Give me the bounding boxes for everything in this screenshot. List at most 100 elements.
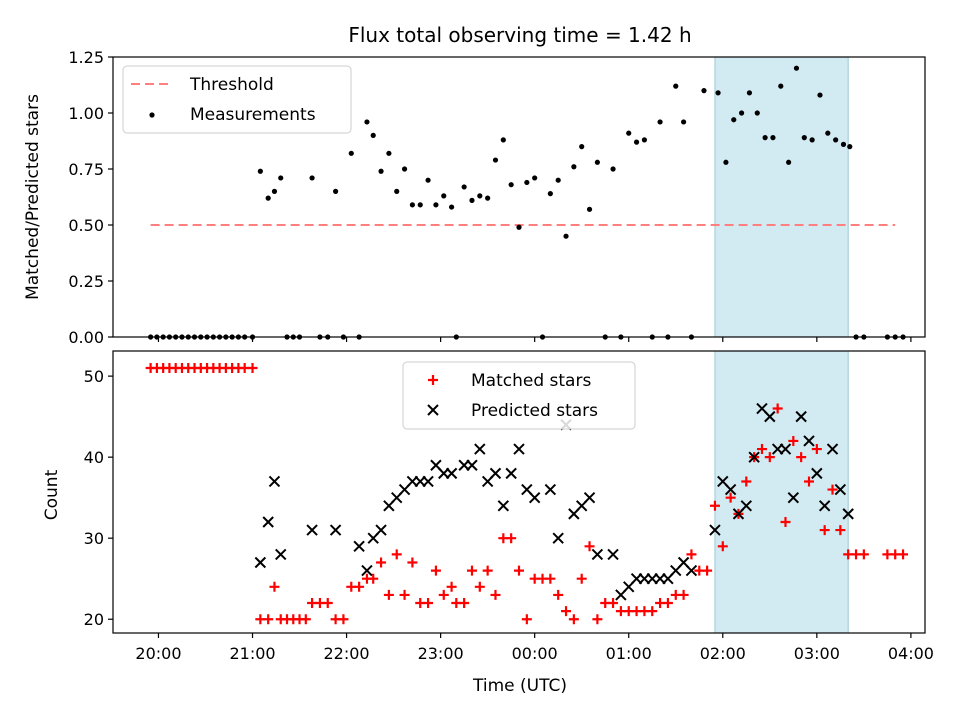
measurement-point xyxy=(485,195,491,201)
predicted-star-point xyxy=(591,548,604,561)
matched-star-point xyxy=(647,606,658,617)
matched-star-point xyxy=(835,525,846,536)
matched-star-point xyxy=(576,573,587,584)
matched-star-point xyxy=(300,614,311,625)
measurement-point xyxy=(524,179,530,186)
measurement-point xyxy=(348,150,354,156)
matched-star-point xyxy=(702,565,713,576)
predicted-star-point xyxy=(505,467,517,480)
matched-star-point xyxy=(514,565,524,576)
measurement-point xyxy=(364,119,370,125)
measurement-point xyxy=(786,159,792,165)
matched-star-point xyxy=(482,565,493,576)
measurement-point xyxy=(801,135,807,141)
x-tick-label: 01:00 xyxy=(606,644,652,663)
predicted-star-point xyxy=(709,524,721,536)
matched-star-point xyxy=(709,500,720,511)
plot-layer: 0.00 0.25 0.50 0.75 1.00 1.25 20 30 40 50 20:00 21:… xyxy=(68,48,934,663)
predicted-star-point xyxy=(787,491,800,504)
matched-star-point xyxy=(376,557,387,568)
measurement-point xyxy=(610,166,616,172)
matched-star-point xyxy=(269,581,280,592)
predicted-star-point xyxy=(685,564,698,577)
bottom-legend: Matched stars Predicted stars xyxy=(402,361,636,430)
predicted-star-point xyxy=(489,467,502,480)
measurement-point xyxy=(477,193,483,199)
matched-star-point xyxy=(263,614,274,625)
bottom-series-2 xyxy=(254,402,854,601)
measurement-point xyxy=(265,195,271,201)
matched-star-point xyxy=(717,541,728,552)
matched-star-point xyxy=(459,598,470,609)
measurement-point xyxy=(309,175,315,181)
measurement-point xyxy=(401,166,408,172)
measurement-point xyxy=(833,137,839,143)
x-tick-label: 00:00 xyxy=(512,644,558,663)
predicted-star-point xyxy=(748,451,760,463)
predicted-star-point xyxy=(275,548,287,561)
measurement-point xyxy=(417,202,423,208)
predicted-star-point xyxy=(262,516,274,528)
predicted-star-point xyxy=(268,475,281,488)
matched-star-point xyxy=(568,614,579,625)
measurement-point xyxy=(840,141,847,147)
matched-star-point xyxy=(725,492,736,503)
matched-star-point xyxy=(490,589,501,600)
measurement-point xyxy=(547,191,553,197)
legend-predicted-swatch xyxy=(427,404,439,416)
predicted-star-point xyxy=(724,483,737,496)
top-y-tick-label: 1.25 xyxy=(68,48,104,67)
top-y-tick-label: 0.50 xyxy=(68,216,104,235)
predicted-star-point xyxy=(329,524,342,536)
top-y-tick-label: 0.75 xyxy=(68,160,104,179)
matched-star-point xyxy=(506,533,517,544)
matched-star-point xyxy=(819,525,830,536)
matched-star-point xyxy=(772,403,783,414)
measurement-point xyxy=(594,159,600,165)
top-y-tick-label: 1.00 xyxy=(68,104,104,123)
matched-star-point xyxy=(354,581,365,592)
predicted-star-point xyxy=(353,540,365,553)
x-tick-label: 02:00 xyxy=(700,644,746,663)
bottom-y-tick-label: 20 xyxy=(84,610,104,629)
matched-star-point xyxy=(788,435,799,446)
predicted-star-point xyxy=(803,435,815,447)
measurement-point xyxy=(754,110,760,116)
measurement-point xyxy=(633,139,640,145)
measurement-point xyxy=(571,164,577,170)
predicted-star-point xyxy=(254,556,267,569)
measurement-point xyxy=(378,168,384,174)
legend-threshold-label: Threshold xyxy=(189,75,274,95)
legend-measurements-swatch xyxy=(149,112,155,118)
predicted-star-point xyxy=(528,491,541,504)
measurement-point xyxy=(847,144,853,150)
top-highlight-band xyxy=(714,56,849,338)
predicted-star-point xyxy=(306,524,318,536)
x-tick-label: 23:00 xyxy=(418,644,464,663)
matched-star-point xyxy=(474,581,485,592)
matched-star-point xyxy=(678,589,689,600)
measurement-point xyxy=(433,202,439,208)
bottom-series-1 xyxy=(145,363,909,625)
legend-matched-label: Matched stars xyxy=(471,371,591,391)
measurement-point xyxy=(532,175,538,181)
predicted-star-point xyxy=(422,475,434,488)
measurement-point xyxy=(448,204,455,210)
bottom-axes-frame xyxy=(112,350,926,634)
predicted-star-point xyxy=(361,564,373,577)
measurement-point xyxy=(731,117,737,123)
measurement-point xyxy=(673,83,679,89)
measurement-point xyxy=(563,233,569,239)
top-axes-frame xyxy=(112,56,926,338)
predicted-star-point xyxy=(740,500,753,512)
predicted-star-point xyxy=(834,483,847,496)
legend-matched-swatch xyxy=(428,375,438,385)
measurement-point xyxy=(701,88,707,94)
x-axis-label: Time (UTC) xyxy=(472,676,567,696)
predicted-star-point xyxy=(474,443,486,455)
matched-star-point xyxy=(338,614,349,625)
matched-star-point xyxy=(796,452,807,463)
x-tick-label: 20:00 xyxy=(135,644,181,663)
measurement-point xyxy=(641,137,648,143)
legend-predicted-label: Predicted stars xyxy=(471,401,598,421)
